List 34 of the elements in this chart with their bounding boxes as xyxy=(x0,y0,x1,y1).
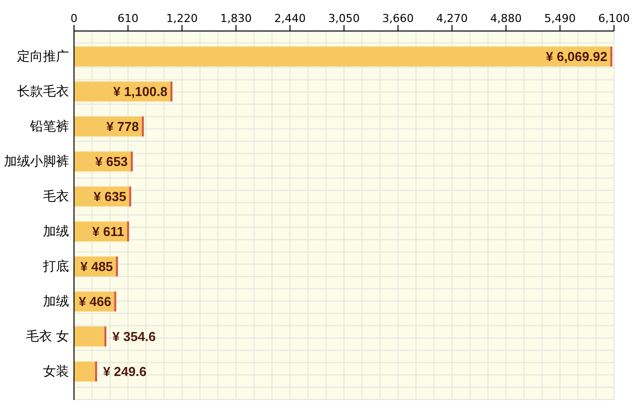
data-label: ¥ 485 xyxy=(80,259,113,274)
y-tick-label: 加绒小脚裤 xyxy=(4,154,69,170)
y-tick-label: 毛衣 女 xyxy=(26,330,69,345)
bar xyxy=(73,46,612,68)
data-label: ¥ 466 xyxy=(78,294,112,310)
data-label: ¥ 635 xyxy=(94,189,126,204)
data-label: ¥ 249.6 xyxy=(103,364,146,380)
y-tick-label: 毛衣 xyxy=(43,190,69,205)
x-tick-label: 2,440 xyxy=(274,12,306,25)
x-tick-label: 1,830 xyxy=(220,12,252,25)
y-tick-label: 定向推广 xyxy=(17,50,69,65)
y-tick-label: 女装 xyxy=(43,364,69,380)
x-tick-label: 0 xyxy=(70,12,78,25)
y-tick-label: 铅笔裤 xyxy=(29,120,69,135)
x-tick-label: 1,220 xyxy=(166,12,198,25)
data-label: ¥ 1,100.8 xyxy=(113,84,168,100)
bar xyxy=(73,360,98,382)
y-tick-label: 加绒 xyxy=(43,224,69,240)
y-tick-label: 加绒 xyxy=(43,294,69,310)
x-tick-label: 6,100 xyxy=(598,12,630,25)
x-tick-label: 5,490 xyxy=(544,12,576,25)
data-label: ¥ 611 xyxy=(92,224,124,240)
x-tick-label: 4,880 xyxy=(490,12,522,25)
y-tick-label: 打底 xyxy=(42,260,69,275)
data-label: ¥ 653 xyxy=(95,154,128,170)
bar xyxy=(73,326,106,348)
x-tick-label: 4,270 xyxy=(436,12,468,25)
x-tick-label: 3,660 xyxy=(382,12,414,25)
data-label: ¥ 778 xyxy=(106,119,139,134)
x-tick-label: 3,050 xyxy=(328,12,360,25)
data-label: ¥ 6,069.92 xyxy=(546,49,608,64)
data-label: ¥ 354.6 xyxy=(112,329,156,344)
y-tick-label: 长款毛衣 xyxy=(17,84,69,100)
x-tick-label: 610 xyxy=(118,12,138,25)
